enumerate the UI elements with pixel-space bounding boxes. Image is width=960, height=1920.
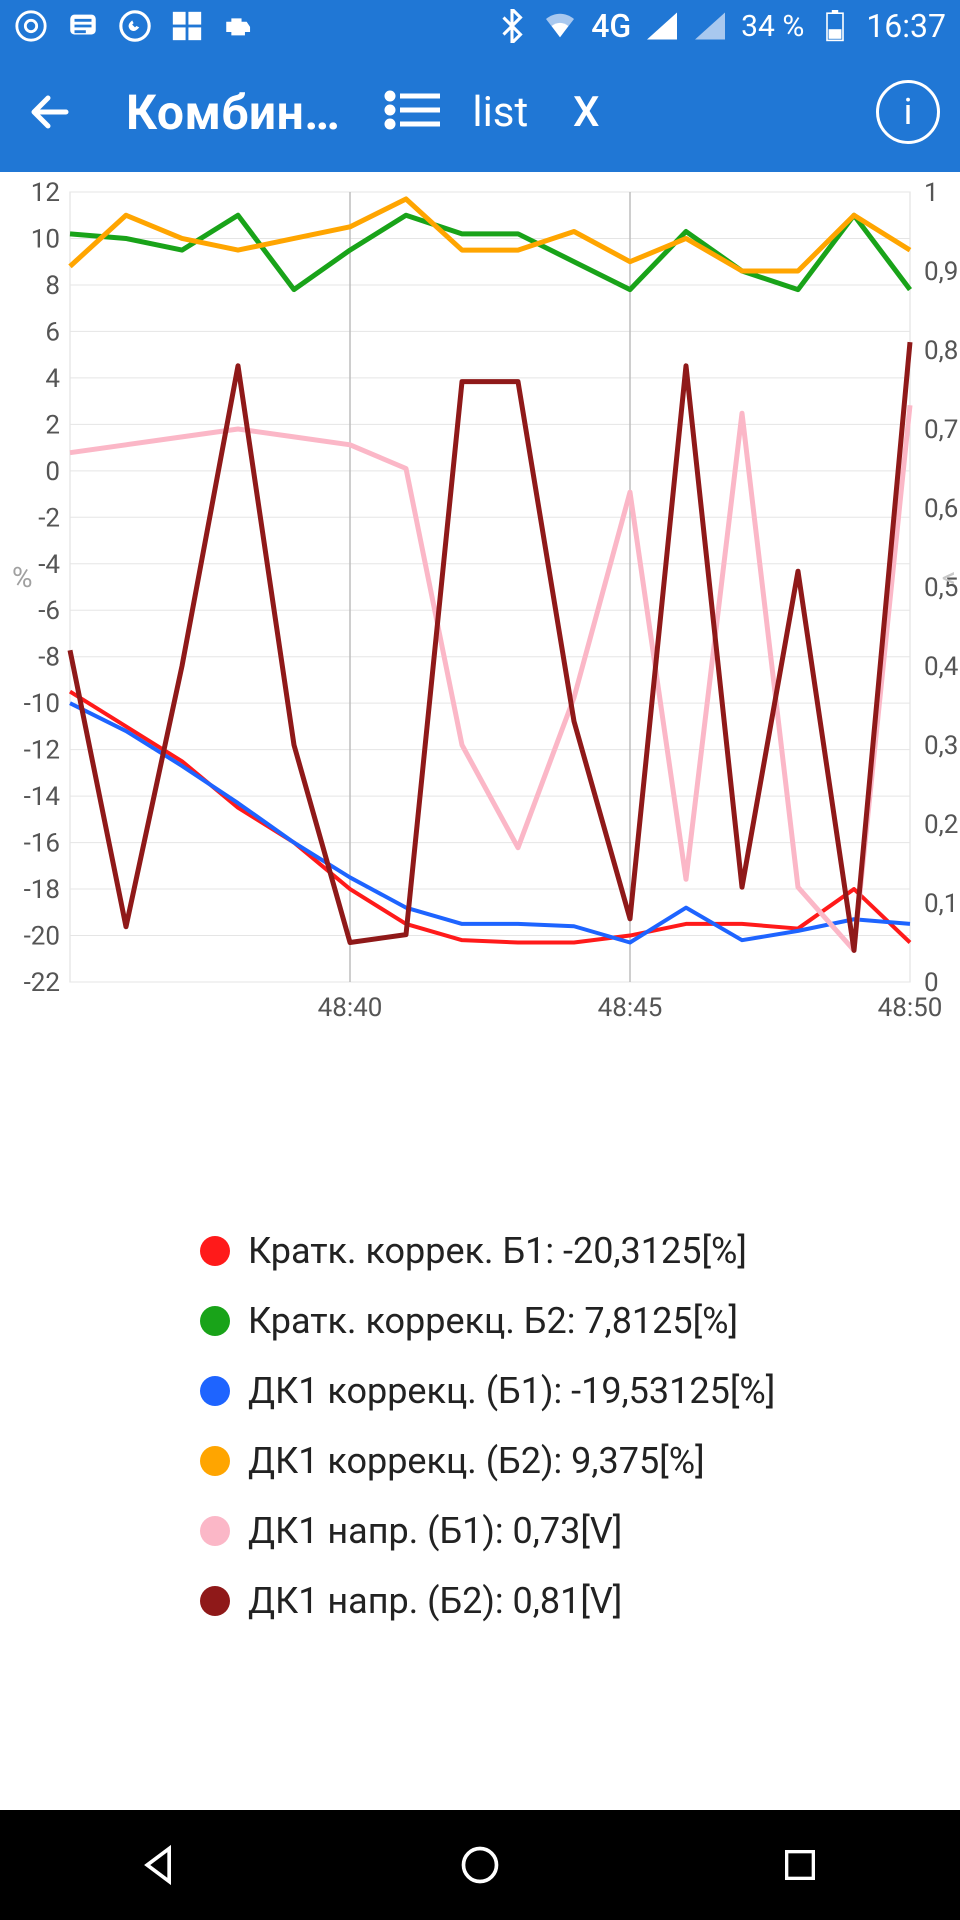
- status-bar: 4G 34 % 16:37: [0, 0, 960, 52]
- svg-text:0,4: 0,4: [924, 652, 959, 682]
- list-icon-button[interactable]: [384, 82, 444, 142]
- nav-recent-button[interactable]: [772, 1837, 828, 1893]
- message-icon: [66, 9, 100, 43]
- svg-text:2: 2: [45, 410, 60, 440]
- legend-label: Кратк. коррек. Б1: -20,3125[%]: [248, 1230, 747, 1272]
- svg-text:0: 0: [45, 457, 60, 487]
- svg-text:-22: -22: [24, 968, 60, 998]
- legend-dot: [200, 1306, 230, 1336]
- nav-home-button[interactable]: [452, 1837, 508, 1893]
- signal-icon-2: [693, 9, 727, 43]
- line-chart: -22-20-18-16-14-12-10-8-6-4-202468101200…: [0, 172, 960, 1212]
- legend-dot: [200, 1516, 230, 1546]
- svg-text:0,2: 0,2: [924, 810, 958, 840]
- svg-text:0,1: 0,1: [924, 889, 958, 919]
- nav-back-button[interactable]: [132, 1837, 188, 1893]
- svg-text:4: 4: [45, 364, 60, 394]
- svg-text:48:40: 48:40: [318, 993, 383, 1023]
- svg-text:0,6: 0,6: [924, 494, 958, 524]
- legend-dot: [200, 1376, 230, 1406]
- svg-text:-20: -20: [24, 922, 60, 952]
- battery-pct: 34 %: [741, 9, 804, 44]
- signal-icon: [645, 9, 679, 43]
- legend: Кратк. коррек. Б1: -20,3125[%] Кратк. кор…: [0, 1212, 960, 1622]
- legend-label: ДК1 напр. (Б1): 0,73[V]: [248, 1510, 622, 1552]
- svg-text:-6: -6: [38, 596, 60, 626]
- clock: 16:37: [866, 7, 946, 45]
- legend-label: ДК1 коррекц. (Б2): 9,375[%]: [248, 1440, 705, 1482]
- svg-text:12: 12: [31, 178, 60, 208]
- svg-text:8: 8: [45, 271, 60, 301]
- legend-item: ДК1 коррекц. (Б1): -19,53125[%]: [200, 1370, 960, 1412]
- svg-text:0,3: 0,3: [924, 731, 958, 761]
- svg-text:6: 6: [45, 317, 60, 347]
- legend-item: Кратк. коррек. Б1: -20,3125[%]: [200, 1230, 960, 1272]
- svg-text:0,8: 0,8: [924, 336, 958, 366]
- legend-label: ДК1 коррекц. (Б1): -19,53125[%]: [248, 1370, 775, 1412]
- bluetooth-icon: [495, 9, 529, 43]
- whatsapp-icon: [118, 9, 152, 43]
- svg-text:-2: -2: [38, 503, 60, 533]
- svg-text:48:45: 48:45: [598, 993, 663, 1023]
- info-button[interactable]: i: [876, 80, 940, 144]
- legend-item: ДК1 напр. (Б2): 0,81[V]: [200, 1580, 960, 1622]
- network-label: 4G: [591, 7, 631, 45]
- legend-dot: [200, 1586, 230, 1616]
- svg-text:0,7: 0,7: [924, 415, 958, 445]
- battery-icon: [818, 9, 852, 43]
- app-bar: Комбин… list X i: [0, 52, 960, 172]
- svg-text:-14: -14: [24, 782, 61, 812]
- svg-text:10: 10: [31, 224, 60, 254]
- svg-text:-12: -12: [24, 736, 60, 766]
- svg-text:-4: -4: [38, 550, 60, 580]
- svg-text:%: %: [12, 561, 33, 594]
- legend-item: ДК1 напр. (Б1): 0,73[V]: [200, 1510, 960, 1552]
- legend-label: ДК1 напр. (Б2): 0,81[V]: [248, 1580, 622, 1622]
- wifi-icon: [543, 9, 577, 43]
- status-left: [14, 9, 256, 43]
- x-button[interactable]: X: [556, 82, 616, 142]
- page-title: Комбин…: [126, 84, 340, 141]
- android-nav-bar: [0, 1810, 960, 1920]
- legend-item: Кратк. коррекц. Б2: 7,8125[%]: [200, 1300, 960, 1342]
- back-button[interactable]: [20, 82, 80, 142]
- list-button[interactable]: list: [470, 82, 530, 142]
- svg-text:1: 1: [924, 178, 939, 208]
- chart-container: -22-20-18-16-14-12-10-8-6-4-202468101200…: [0, 172, 960, 1212]
- legend-dot: [200, 1236, 230, 1266]
- dashboard-icon: [170, 9, 204, 43]
- legend-item: ДК1 коррекц. (Б2): 9,375[%]: [200, 1440, 960, 1482]
- svg-text:0,9: 0,9: [924, 257, 958, 287]
- legend-dot: [200, 1446, 230, 1476]
- svg-text:<: <: [942, 561, 956, 594]
- svg-text:-10: -10: [24, 689, 60, 719]
- svg-text:-16: -16: [24, 829, 60, 859]
- svg-text:-18: -18: [24, 875, 60, 905]
- svg-text:48:50: 48:50: [878, 993, 943, 1023]
- engine-icon: [222, 9, 256, 43]
- status-right: 4G 34 % 16:37: [495, 7, 946, 45]
- legend-label: Кратк. коррекц. Б2: 7,8125[%]: [248, 1300, 738, 1342]
- svg-text:-8: -8: [38, 643, 60, 673]
- sync-icon: [14, 9, 48, 43]
